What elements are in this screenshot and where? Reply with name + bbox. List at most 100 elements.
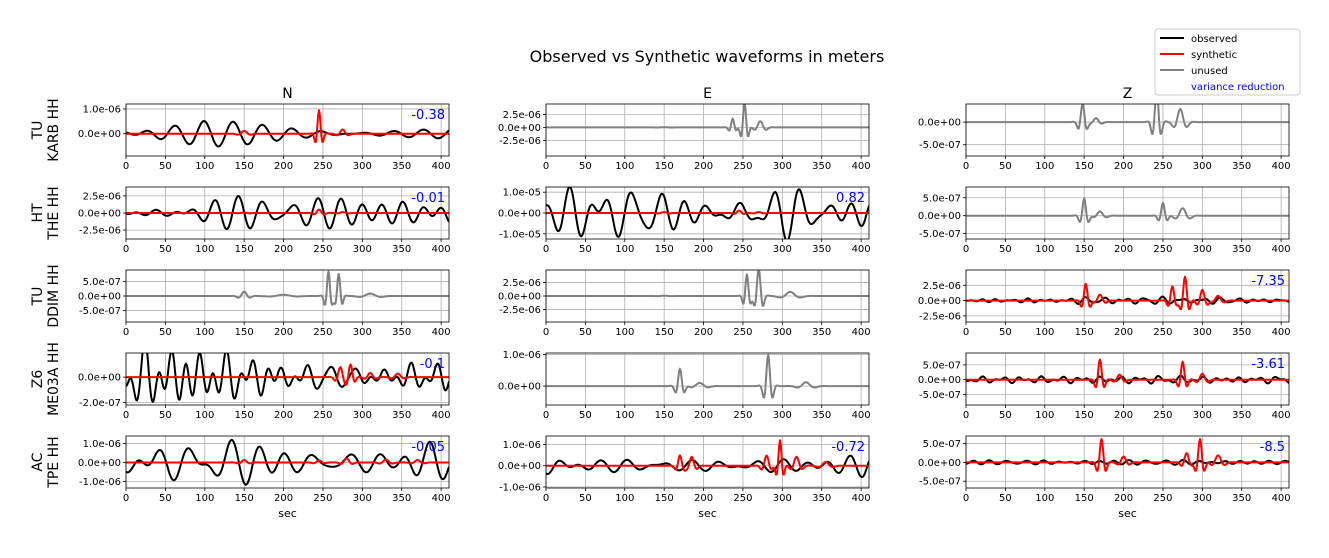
y-tick-label: 0.0e+00: [78, 292, 121, 303]
unused-trace: [966, 197, 1289, 223]
x-tick-label: 0: [543, 244, 549, 255]
x-tick-label: 350: [812, 493, 831, 504]
legend-frame: [1154, 28, 1301, 96]
y-tick-label: -2.0e-07: [79, 398, 121, 409]
x-tick-label: 200: [1114, 161, 1133, 172]
panel-N-row0: 0 50 100 150 200 250 300 350 400 1.0e-06 0.0e+00 -0…: [30, 86, 451, 172]
panels-grid: 0 50 100 150 200 250 300 350 400 1.0e-06 0.0e+00 -0…: [30, 86, 1291, 520]
x-tick-label: 300: [1193, 410, 1212, 421]
x-tick-label: 250: [313, 327, 332, 338]
variance-reduction-label: -0.05: [411, 440, 445, 455]
x-tick-label: 250: [1153, 327, 1172, 338]
station-label: AC: [30, 452, 46, 471]
x-tick-label: 50: [159, 493, 172, 504]
x-tick-label: 200: [694, 493, 713, 504]
station-label: ME03A HH: [46, 342, 62, 416]
x-tick-label: 150: [235, 327, 254, 338]
x-tick-label: 200: [274, 244, 293, 255]
x-tick-label: 100: [615, 327, 634, 338]
y-tick-label: -2.5e-06: [499, 305, 541, 316]
y-tick-label: 0.0e+00: [498, 123, 541, 134]
x-tick-label: 50: [999, 327, 1012, 338]
x-tick-label: 50: [159, 244, 172, 255]
traces: [126, 438, 449, 486]
x-tick-label: 300: [1193, 493, 1212, 504]
x-tick-label: 300: [773, 327, 792, 338]
unused-trace: [126, 270, 449, 306]
y-tick-label: 1.0e-06: [83, 439, 121, 450]
traces: [966, 275, 1289, 311]
x-tick-label: 250: [1153, 161, 1172, 172]
x-tick-label: 150: [235, 410, 254, 421]
x-tick-label: 350: [1232, 493, 1251, 504]
x-tick-label: 150: [655, 493, 674, 504]
x-tick-label: 200: [694, 244, 713, 255]
unused-trace: [966, 104, 1289, 135]
x-tick-label: 350: [1232, 410, 1251, 421]
panel-frame: [965, 435, 1290, 489]
x-tick-label: 350: [1232, 244, 1251, 255]
variance-reduction-label: -8.5: [1260, 440, 1285, 455]
panel-frame: [545, 435, 870, 489]
x-tick-label: 200: [694, 327, 713, 338]
x-tick-label: 200: [1114, 244, 1133, 255]
x-tick-label: 400: [1272, 327, 1291, 338]
y-tick-label: 2.5e-06: [923, 281, 961, 292]
y-tick-label: -5.0e-07: [919, 390, 961, 401]
traces: [546, 439, 869, 478]
x-tick-label: 50: [159, 410, 172, 421]
panel-N-row4: 0 50 100 150 200 250 300 350 400 1.0e-06 0.0e+00 -1…: [30, 435, 451, 520]
panel-frame: [125, 186, 450, 240]
legend: observed synthetic unused variance reductio…: [1154, 28, 1301, 96]
y-tick-label: 0.0e+00: [918, 296, 961, 307]
y-tick-label: 0.0e+00: [918, 458, 961, 469]
x-tick-label: 400: [1272, 244, 1291, 255]
x-tick-label: 100: [1035, 493, 1054, 504]
unused-trace: [546, 270, 869, 307]
y-tick-label: 1.0e-06: [503, 440, 541, 451]
x-tick-label: 100: [195, 244, 214, 255]
x-tick-label: 150: [655, 161, 674, 172]
column-title: N: [282, 86, 292, 102]
traces: [546, 353, 869, 399]
station-label: THE HH: [46, 186, 62, 240]
station-label: DDIM HH: [46, 264, 62, 327]
x-tick-label: 50: [159, 327, 172, 338]
panel-frame: [545, 352, 870, 406]
synthetic-trace: [126, 109, 449, 143]
unused-trace: [546, 353, 869, 399]
x-tick-label: 150: [655, 327, 674, 338]
panel-frame: [125, 269, 450, 323]
x-tick-label: 150: [655, 410, 674, 421]
x-tick-label: 350: [812, 244, 831, 255]
x-tick-label: 150: [1075, 327, 1094, 338]
x-tick-label: 150: [1075, 244, 1094, 255]
panel-frame: [965, 352, 1290, 406]
x-tick-label: 0: [123, 410, 129, 421]
x-tick-label: 200: [274, 493, 293, 504]
variance-reduction-label: -0.1: [420, 357, 445, 372]
x-tick-label: 0: [123, 244, 129, 255]
x-tick-label: 250: [733, 244, 752, 255]
x-tick-label: 300: [773, 493, 792, 504]
panel-E-row4: 0 50 100 150 200 250 300 350 400 1.0e-06 0.0e+00 -1…: [498, 435, 871, 520]
x-tick-label: 150: [235, 244, 254, 255]
x-tick-label: 100: [615, 161, 634, 172]
x-tick-label: 50: [579, 244, 592, 255]
x-tick-label: 50: [999, 161, 1012, 172]
x-tick-label: 100: [195, 493, 214, 504]
panel-frame: [125, 435, 450, 489]
traces: [546, 270, 869, 307]
x-tick-label: 150: [1075, 410, 1094, 421]
x-tick-label: 50: [999, 493, 1012, 504]
chart-title: Observed vs Synthetic waveforms in meter…: [530, 47, 885, 66]
x-tick-label: 200: [274, 327, 293, 338]
panel-Z-row4: 0 50 100 150 200 250 300 350 400 5.0e-07 0.0e+00 -5…: [918, 435, 1291, 520]
x-tick-label: 300: [353, 161, 372, 172]
variance-reduction-label: -0.72: [831, 440, 865, 455]
traces: [966, 358, 1289, 388]
panel-E-row0: 0 50 100 150 200 250 300 350 400 2.5e-06 0.0e+00 -2…: [498, 86, 871, 172]
y-tick-label: -1.0e-05: [499, 229, 541, 240]
panel-N-row3: 0 50 100 150 200 250 300 350 400 0.0e+00 -2.0e-07 -…: [30, 342, 451, 421]
